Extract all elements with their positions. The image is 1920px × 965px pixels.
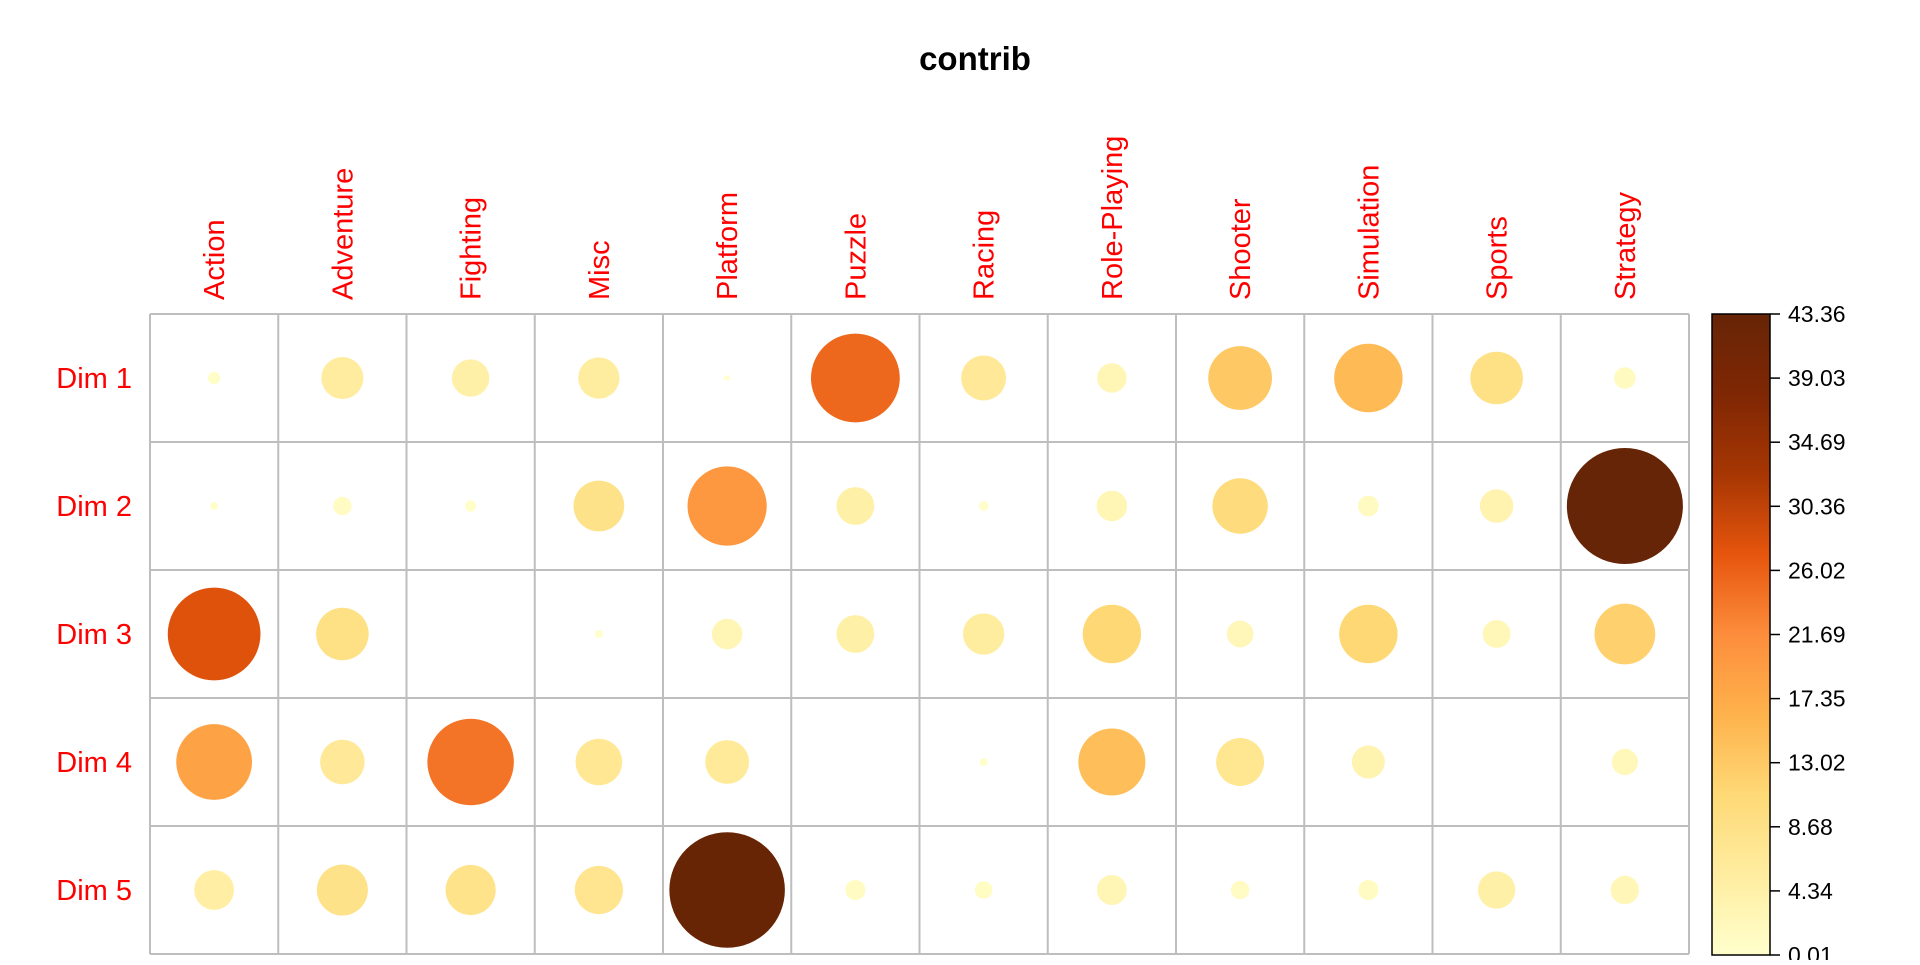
column-label: Fighting	[456, 197, 488, 300]
colorbar-gradient	[1711, 313, 1771, 956]
cell-circle-dim-4-action	[176, 724, 253, 800]
colorbar-tick-label: 8.68	[1788, 814, 1833, 840]
cell-circle-dim-1-misc	[578, 357, 620, 399]
column-label: Puzzle	[840, 213, 872, 300]
cell-circle-dim-4-strategy	[1611, 748, 1638, 776]
cell-circle-dim-2-adventure	[333, 496, 352, 516]
cell-circle-dim-1-adventure	[321, 356, 364, 400]
cell-circle-dim-5-adventure	[316, 864, 368, 916]
cell-circle-dim-3-role-playing	[1082, 604, 1142, 664]
column-label: Role-Playing	[1097, 136, 1129, 300]
cell-circle-dim-3-adventure	[316, 607, 369, 661]
colorbar-tick-label: 43.36	[1788, 301, 1846, 327]
cell-circle-dim-4-simulation	[1351, 745, 1385, 779]
row-label: Dim 3	[56, 619, 132, 651]
cell-circle-dim-5-puzzle	[845, 879, 866, 901]
column-label: Adventure	[327, 168, 359, 300]
cell-circle-dim-1-strategy	[1614, 367, 1636, 389]
cell-circle-dim-3-action	[167, 587, 261, 681]
cell-circle-dim-5-shooter	[1230, 880, 1250, 900]
column-labels: Action Adventure Fighting Misc Platform Puzzl…	[199, 136, 1642, 300]
cell-circle-dim-5-misc	[574, 865, 623, 915]
cell-circle-dim-1-shooter	[1208, 346, 1273, 410]
cell-circle-dim-3-simulation	[1339, 604, 1398, 664]
cell-circle-dim-3-puzzle	[836, 615, 875, 653]
cell-circle-dim-1-platform	[724, 375, 730, 381]
cell-circle-dim-4-racing	[979, 758, 988, 766]
cell-circle-dim-2-shooter	[1212, 478, 1268, 534]
colorbar-tick-label: 21.69	[1788, 622, 1846, 648]
colorbar-tick-label: 26.02	[1788, 557, 1846, 583]
cell-circle-dim-4-adventure	[320, 739, 365, 785]
cell-circle-dim-2-platform	[687, 466, 767, 546]
column-label: Strategy	[1610, 192, 1642, 300]
cell-circle-dim-5-action	[194, 870, 235, 910]
cell-circle-dim-5-sports	[1477, 871, 1516, 909]
colorbar-tick-label: 4.34	[1788, 878, 1833, 904]
column-label: Shooter	[1225, 198, 1257, 300]
colorbar-tick-label: 17.35	[1788, 686, 1846, 712]
colorbar-tick-label: 39.03	[1788, 365, 1846, 391]
colorbar-tick-label: 30.36	[1788, 493, 1846, 519]
row-label: Dim 5	[56, 875, 132, 907]
cell-circle-dim-5-platform	[669, 832, 785, 948]
column-label: Platform	[712, 192, 744, 300]
column-label: Simulation	[1353, 165, 1385, 300]
cell-circle-dim-4-fighting	[427, 718, 514, 806]
row-label: Dim 4	[56, 747, 132, 779]
column-label: Action	[199, 219, 231, 300]
cell-circle-dim-2-fighting	[465, 500, 477, 512]
cell-circle-dim-2-strategy	[1566, 447, 1683, 565]
cell-circle-dim-1-role-playing	[1097, 363, 1127, 393]
cell-circle-dim-2-puzzle	[836, 487, 875, 525]
cell-circle-dim-1-puzzle	[810, 333, 900, 423]
row-label: Dim 1	[56, 363, 132, 395]
cell-circle-dim-4-misc	[575, 738, 623, 786]
cell-circle-dim-1-racing	[961, 355, 1007, 401]
cell-circle-dim-4-shooter	[1216, 738, 1265, 786]
cell-circle-dim-2-misc	[573, 480, 625, 532]
cell-circle-dim-2-racing	[978, 501, 989, 511]
cell-circle-dim-5-racing	[974, 881, 993, 899]
colorbar-tick-label: 13.02	[1788, 750, 1846, 776]
cell-circle-dim-3-misc	[594, 630, 603, 638]
cell-circle-dim-3-sports	[1482, 620, 1511, 648]
row-label: Dim 2	[56, 491, 132, 523]
cell-circle-dim-4-platform	[705, 740, 750, 784]
column-label: Misc	[584, 240, 616, 300]
cell-circle-dim-2-action	[210, 502, 219, 510]
cell-circle-dim-1-action	[207, 371, 221, 385]
cell-circle-dim-5-simulation	[1358, 879, 1379, 901]
cell-circle-dim-1-simulation	[1334, 343, 1403, 413]
cell-circle-dim-5-strategy	[1610, 875, 1640, 905]
cell-circle-dim-2-role-playing	[1096, 490, 1128, 522]
column-label: Racing	[969, 210, 1001, 300]
cell-circle-dim-4-role-playing	[1078, 728, 1146, 796]
cell-circle-dim-5-fighting	[445, 864, 496, 916]
grid-cells	[149, 313, 1690, 955]
cell-circle-dim-1-fighting	[451, 359, 490, 397]
chart-title: contrib	[919, 40, 1031, 77]
cell-circle-dim-5-role-playing	[1096, 875, 1127, 905]
colorbar-tick-label: 0.01	[1788, 942, 1833, 960]
cell-circle-dim-2-sports	[1479, 489, 1514, 523]
cell-circle-dim-3-strategy	[1594, 603, 1656, 665]
colorbar-tick-label: 34.69	[1788, 429, 1846, 455]
row-labels: Dim 1 Dim 2 Dim 3 Dim 4 Dim 5	[56, 363, 132, 907]
cell-circle-dim-1-sports	[1470, 351, 1523, 405]
cell-circle-dim-3-platform	[711, 618, 743, 650]
color-legend: 43.36 39.03 34.69 30.36 26.02 21.69 17.35 13.02…	[1711, 301, 1846, 965]
cell-circle-dim-2-simulation	[1357, 495, 1379, 517]
column-label: Sports	[1482, 216, 1514, 300]
cell-circle-dim-3-shooter	[1226, 620, 1254, 648]
cell-circle-dim-3-racing	[962, 613, 1005, 655]
